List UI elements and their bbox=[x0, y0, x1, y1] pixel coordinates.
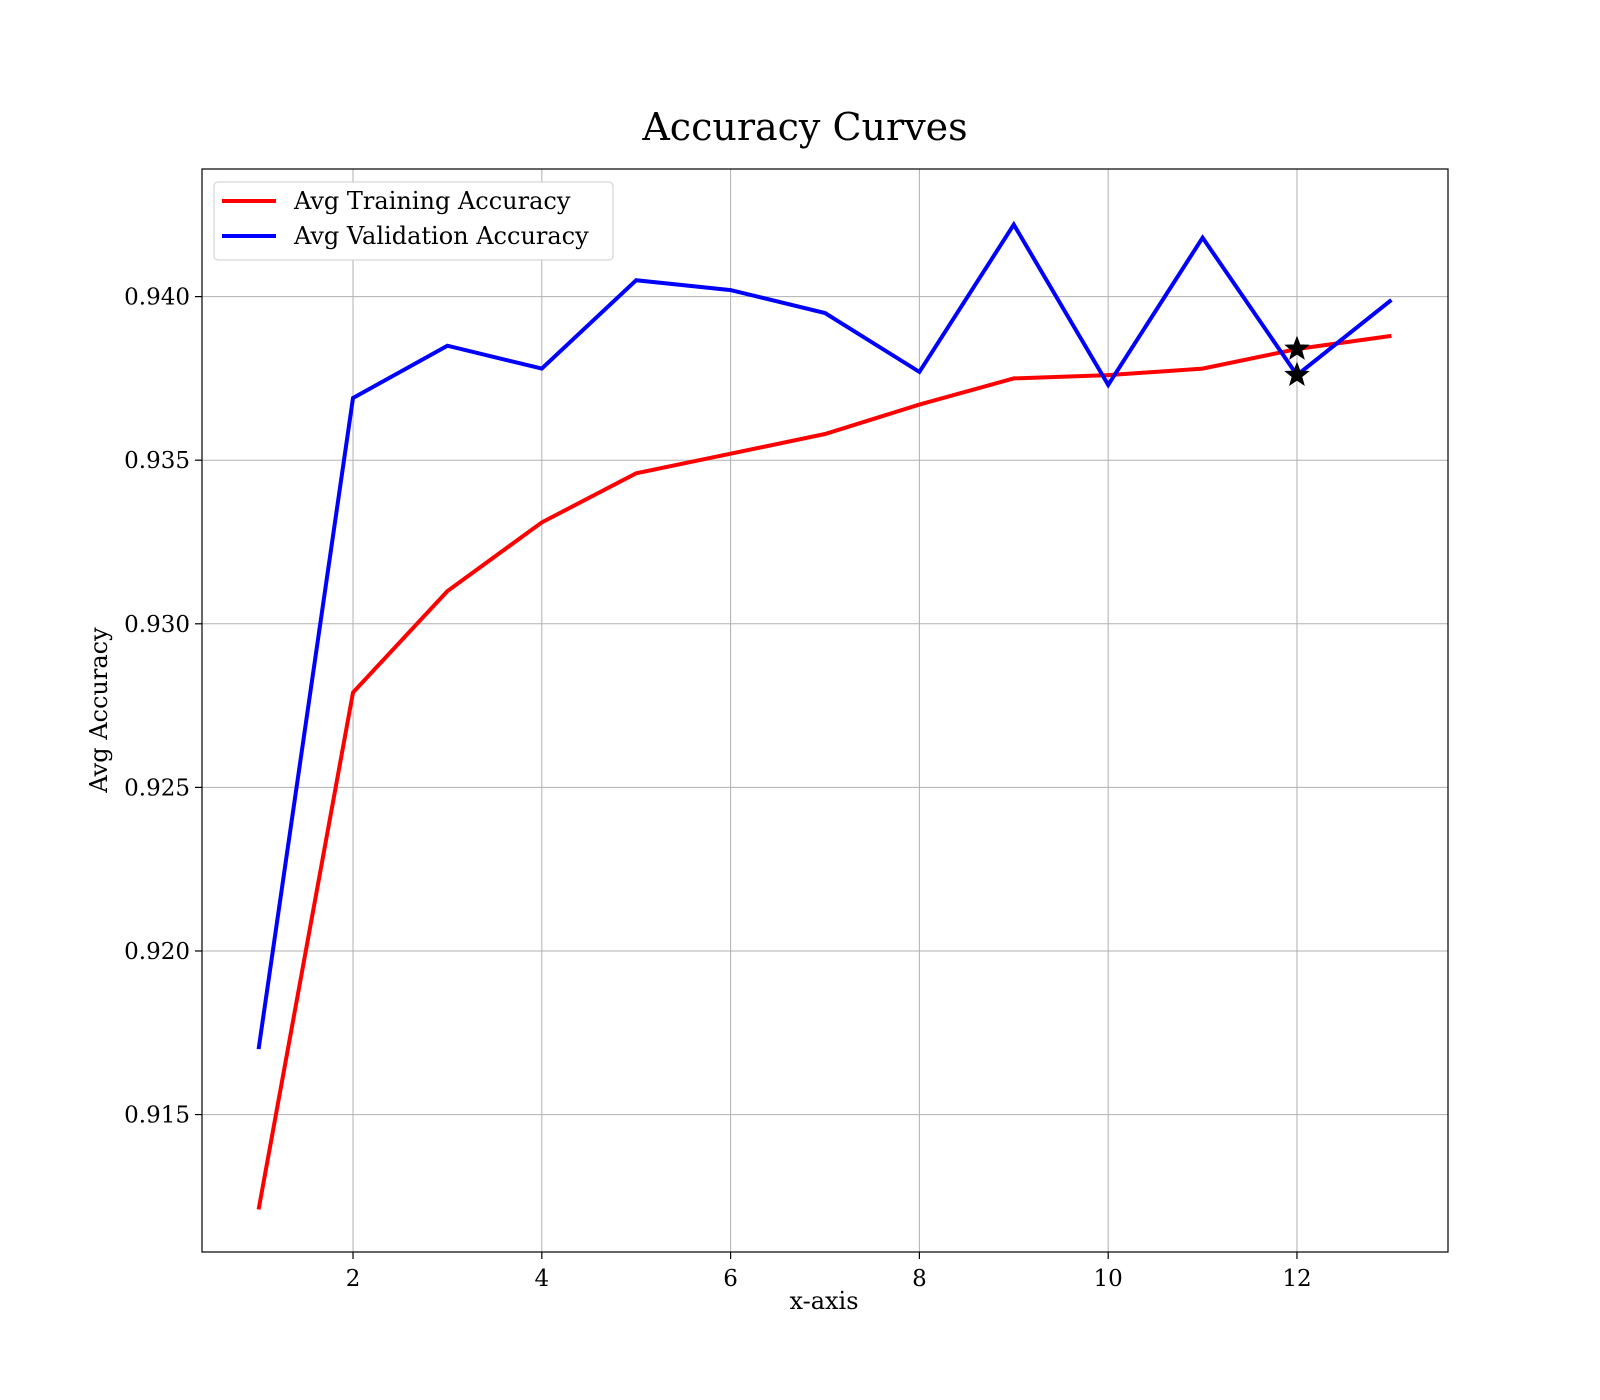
legend-label-training: Avg Training Accuracy bbox=[293, 187, 571, 215]
x-tick-label: 12 bbox=[1282, 1266, 1311, 1292]
axis-ticks: 2 4 6 8 10 12 0.915 0.920 0.925 0.930 0.935 0.940 bbox=[124, 285, 1311, 1292]
validation-accuracy-line bbox=[256, 220, 1393, 1050]
best-markers bbox=[1284, 335, 1310, 386]
x-tick-label: 4 bbox=[534, 1266, 549, 1292]
x-tick-label: 8 bbox=[912, 1266, 927, 1292]
y-tick-label: 0.930 bbox=[124, 612, 190, 638]
chart-title: Accuracy Curves bbox=[641, 105, 967, 149]
y-tick-label: 0.920 bbox=[124, 939, 190, 965]
legend-label-validation: Avg Validation Accuracy bbox=[293, 222, 589, 250]
legend: Avg Training Accuracy Avg Validation Acc… bbox=[213, 181, 614, 261]
x-tick-label: 2 bbox=[346, 1266, 361, 1292]
y-tick-label: 0.940 bbox=[124, 285, 190, 311]
series-lines bbox=[256, 220, 1393, 1210]
grid-lines bbox=[202, 169, 1448, 1252]
training-accuracy-line bbox=[256, 333, 1392, 1210]
star-marker bbox=[1284, 361, 1310, 386]
x-axis-label: x-axis bbox=[789, 1287, 858, 1315]
x-tick-label: 6 bbox=[723, 1266, 738, 1292]
star-marker bbox=[1284, 335, 1310, 360]
y-tick-label: 0.935 bbox=[124, 448, 190, 474]
plot-frame bbox=[201, 168, 1449, 1253]
y-tick-label: 0.925 bbox=[124, 775, 190, 801]
x-tick-label: 10 bbox=[1094, 1266, 1123, 1292]
y-tick-label: 0.915 bbox=[124, 1103, 190, 1129]
y-axis-label: Avg Accuracy bbox=[85, 627, 113, 794]
legend-box bbox=[213, 181, 614, 261]
